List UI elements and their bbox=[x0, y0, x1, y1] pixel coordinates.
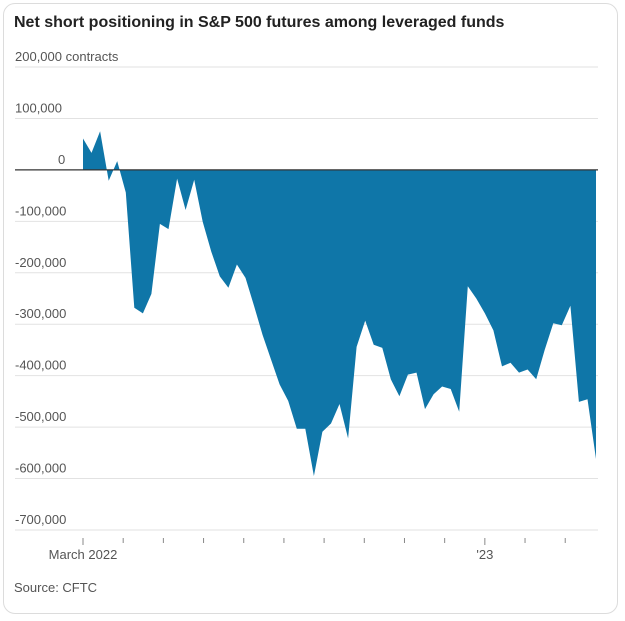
area bbox=[83, 131, 596, 477]
y-tick-label: -400,000 bbox=[15, 358, 66, 373]
y-tick-label: -300,000 bbox=[15, 306, 66, 321]
y-tick-label: -600,000 bbox=[15, 461, 66, 476]
y-tick-label: 200,000 contracts bbox=[15, 49, 119, 64]
y-tick-label: -200,000 bbox=[15, 255, 66, 270]
card bbox=[3, 3, 618, 614]
x-tick-label: '23 bbox=[476, 547, 493, 562]
chart-title: Net short positioning in S&P 500 futures… bbox=[14, 14, 505, 31]
source: Source: CFTC bbox=[14, 580, 97, 595]
x-tick-label: March 2022 bbox=[49, 547, 118, 562]
y-tick-label: -700,000 bbox=[15, 512, 66, 527]
y-tick-label: -500,000 bbox=[15, 409, 66, 424]
y-tick-label: 100,000 bbox=[15, 100, 62, 115]
y-tick-label: 0 bbox=[58, 152, 65, 167]
y-tick-label: -100,000 bbox=[15, 203, 66, 218]
